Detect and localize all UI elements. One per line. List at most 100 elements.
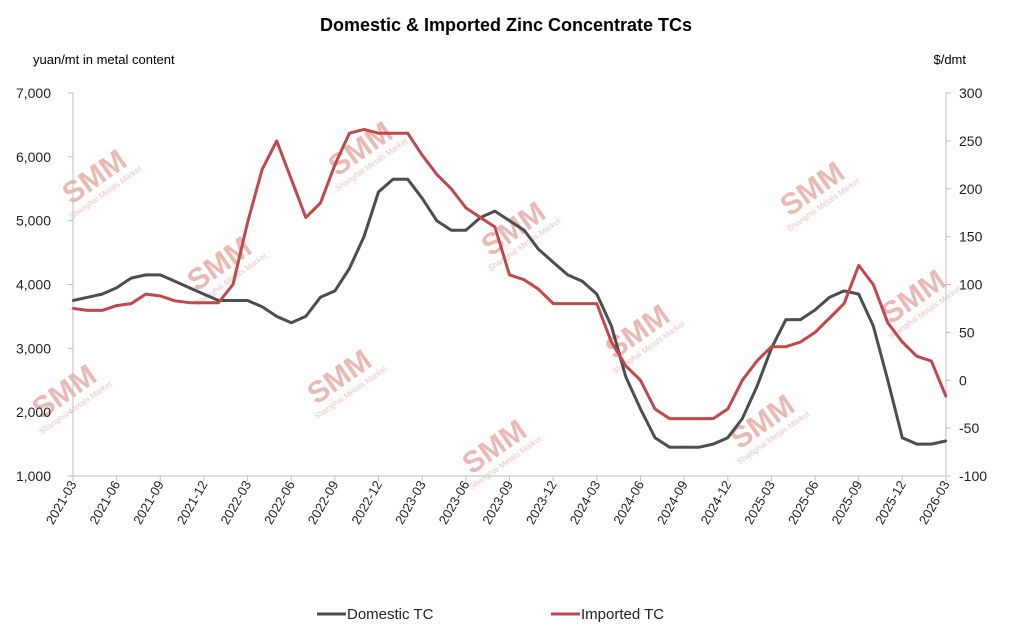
data-point <box>508 273 511 277</box>
x-tick-label: 2024-12 <box>697 478 734 527</box>
data-point <box>639 407 642 411</box>
x-tick-label: 2025-03 <box>741 478 778 527</box>
x-tick-label: 2023-12 <box>523 478 560 527</box>
x-tick-label: 2023-06 <box>436 478 473 527</box>
x-tick-label: 2024-09 <box>654 478 691 527</box>
left-tick-label: 6,000 <box>16 149 51 165</box>
x-tick-label: 2023-03 <box>392 478 429 527</box>
data-point <box>493 225 497 229</box>
right-tick-label: 0 <box>959 372 967 388</box>
data-point <box>406 178 409 181</box>
x-tick-label: 2025-12 <box>872 478 909 527</box>
data-point <box>857 292 860 296</box>
chart-title: Domestic & Imported Zinc Concentrate TCs <box>320 15 692 35</box>
data-point <box>231 283 235 286</box>
data-point <box>653 407 657 411</box>
data-point <box>435 173 438 176</box>
right-tick-label: 100 <box>959 277 983 293</box>
data-point <box>653 436 657 439</box>
data-point <box>246 299 249 302</box>
data-point <box>450 187 453 190</box>
x-tick-label: 2021-06 <box>86 478 123 527</box>
data-point <box>333 163 337 166</box>
data-point <box>130 276 133 280</box>
data-point <box>712 442 715 446</box>
data-point <box>857 264 860 267</box>
data-point <box>493 209 497 213</box>
x-tick-label: 2021-09 <box>130 478 167 527</box>
data-point <box>784 318 788 321</box>
data-point <box>537 288 540 291</box>
data-point <box>522 229 526 232</box>
data-point <box>595 292 598 296</box>
right-tick-label: -100 <box>959 468 987 484</box>
data-point <box>522 278 526 281</box>
series-layer <box>71 127 948 449</box>
data-point <box>290 321 293 324</box>
data-point <box>391 132 395 135</box>
x-tick-label: 2022-09 <box>305 478 342 527</box>
x-tick-label: 2021-12 <box>174 478 211 527</box>
data-point <box>595 302 598 305</box>
data-point <box>901 436 904 439</box>
left-tick-label: 7,000 <box>16 85 51 101</box>
data-point <box>159 273 162 277</box>
data-point <box>144 292 147 296</box>
left-tick-label: 1,000 <box>16 468 51 484</box>
x-tick-label: 2026-03 <box>916 478 953 527</box>
left-axis-unit-label: yuan/mt in metal content <box>33 52 175 67</box>
x-tick-label: 2024-06 <box>610 478 647 527</box>
data-point <box>872 283 875 286</box>
data-point <box>930 442 933 446</box>
data-point <box>377 132 380 135</box>
data-point <box>173 280 177 283</box>
data-point <box>260 168 264 171</box>
data-point <box>726 407 729 411</box>
data-point <box>799 340 802 344</box>
data-point <box>435 219 438 222</box>
data-point <box>901 340 904 344</box>
data-point <box>741 379 744 382</box>
data-point <box>319 201 322 205</box>
data-point <box>581 280 584 283</box>
data-point <box>115 286 118 289</box>
x-tick-label: 2022-03 <box>217 478 254 527</box>
series-points-imported-tc <box>71 128 948 420</box>
legend-label-imported-tc: Imported TC <box>581 606 664 623</box>
right-axis-unit-label: $/dmt <box>933 52 966 67</box>
data-point <box>115 304 118 307</box>
data-point <box>886 379 889 382</box>
data-point <box>144 273 147 277</box>
data-point <box>333 289 337 293</box>
data-point <box>188 301 191 304</box>
right-tick-label: 250 <box>959 133 983 149</box>
data-point <box>377 190 380 194</box>
data-point <box>610 324 613 328</box>
data-point <box>915 442 919 446</box>
data-point <box>391 178 395 181</box>
right-tick-label: 300 <box>959 85 983 101</box>
data-point <box>479 216 482 219</box>
data-point <box>610 340 613 344</box>
data-point <box>682 417 686 420</box>
x-tick-label: 2025-06 <box>785 478 822 527</box>
data-point <box>828 316 831 320</box>
data-point <box>188 286 191 289</box>
data-point <box>275 315 278 318</box>
data-point <box>755 359 759 363</box>
data-point <box>813 331 817 334</box>
data-point <box>566 302 569 305</box>
series-line-domestic-tc <box>72 177 947 449</box>
data-point <box>552 261 555 264</box>
data-point <box>319 296 322 299</box>
data-point <box>842 302 846 305</box>
data-point <box>566 273 569 277</box>
